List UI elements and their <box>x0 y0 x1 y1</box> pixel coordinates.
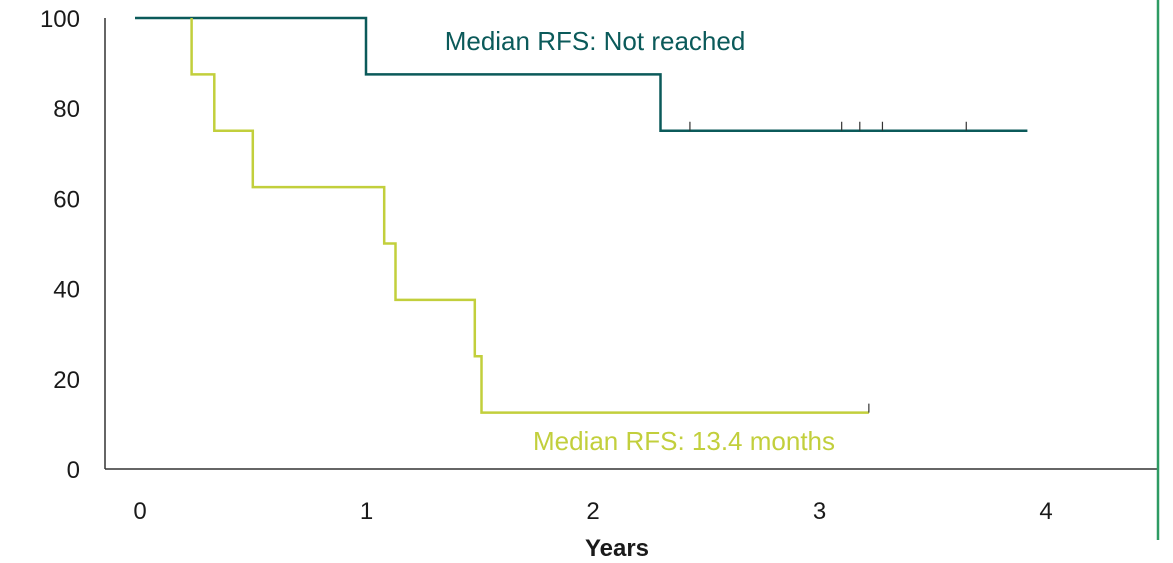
axes <box>104 0 1160 540</box>
y-tick-label: 20 <box>53 367 80 394</box>
x-tick-labels: 0 1 2 3 4 <box>133 498 1052 525</box>
y-tick-label: 60 <box>53 186 80 213</box>
x-tick-label: 2 <box>586 498 599 525</box>
y-tick-label: 0 <box>67 457 80 484</box>
series-2: Median RFS: 13.4 months <box>190 18 870 456</box>
x-tick-label: 4 <box>1039 498 1052 525</box>
x-tick-label: 1 <box>360 498 373 525</box>
series-line <box>190 18 869 414</box>
x-axis-title: Years <box>585 535 649 562</box>
series-1: Median RFS: Not reached <box>135 16 1028 133</box>
y-tick-label: 40 <box>53 277 80 304</box>
series-annotation: Median RFS: Not reached <box>445 26 746 56</box>
series-annotation: Median RFS: 13.4 months <box>533 426 835 456</box>
y-tick-label: 80 <box>53 96 80 123</box>
series-line <box>135 16 1028 133</box>
y-tick-labels: 0 20 40 60 80 100 <box>40 6 80 484</box>
x-tick-label: 0 <box>133 498 146 525</box>
y-tick-label: 100 <box>40 6 80 33</box>
x-tick-label: 3 <box>813 498 826 525</box>
series-layer: Median RFS: Not reached Median RFS: 13.4 … <box>135 16 1028 456</box>
